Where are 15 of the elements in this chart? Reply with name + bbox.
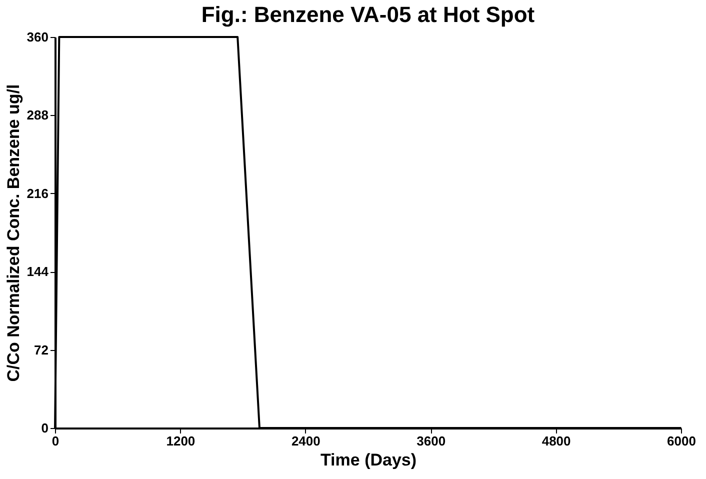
x-tick-label: 4800 bbox=[542, 434, 571, 448]
y-tick-label: 144 bbox=[26, 264, 50, 280]
chart-title: Fig.: Benzene VA-05 at Hot Spot bbox=[201, 2, 536, 27]
x-tick-label: 1200 bbox=[166, 434, 196, 448]
y-tick-label: 72 bbox=[34, 342, 48, 358]
y-tick-label: 216 bbox=[26, 186, 48, 201]
x-tick-label: 0 bbox=[52, 434, 60, 448]
y-axis-title: C/Co Normalized Conc. Benzene ug/l bbox=[4, 84, 23, 382]
x-tick-label: 6000 bbox=[667, 434, 696, 448]
y-tick-label: 0 bbox=[41, 420, 48, 436]
x-tick-label: 2400 bbox=[291, 434, 320, 448]
y-tick-label: 360 bbox=[26, 30, 48, 44]
y-tick-label: 288 bbox=[26, 108, 48, 123]
x-axis-title: Time (Days) bbox=[320, 450, 417, 470]
x-tick-label: 3600 bbox=[416, 434, 446, 448]
